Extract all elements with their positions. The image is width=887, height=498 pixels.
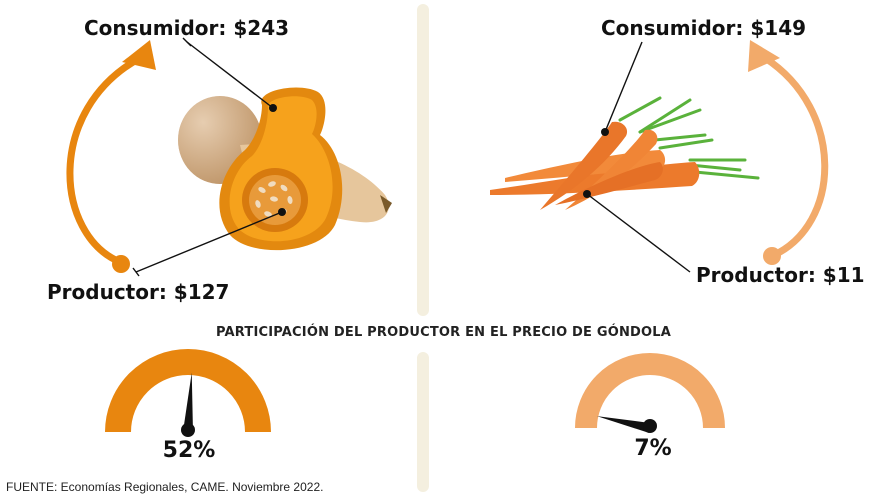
left-producer-price: Productor: $127 bbox=[47, 280, 230, 304]
gauge-arc bbox=[575, 353, 725, 429]
right-producer-dot bbox=[763, 247, 781, 265]
right-arrowhead bbox=[748, 40, 780, 72]
gauge-value-carrot: 7% bbox=[634, 436, 672, 461]
gauge-producer-share-squash bbox=[105, 349, 271, 437]
right-consumer-leader bbox=[604, 41, 643, 133]
right-price-arrow bbox=[761, 54, 829, 260]
top-divider bbox=[417, 4, 429, 316]
carrot-icon bbox=[490, 96, 760, 210]
left-price-arrow bbox=[66, 54, 144, 266]
left-consumer-leader bbox=[186, 41, 274, 109]
bottom-divider bbox=[417, 352, 429, 492]
left-consumer-price: Consumidor: $243 bbox=[84, 16, 290, 40]
right-consumer-price: Consumidor: $149 bbox=[601, 16, 807, 40]
gauge-needle bbox=[596, 416, 652, 433]
left-arrowhead bbox=[122, 40, 156, 70]
left-producer-leader bbox=[135, 211, 283, 273]
section-heading: PARTICIPACIÓN DEL PRODUCTOR EN EL PRECIO… bbox=[215, 325, 672, 340]
gauge-arc bbox=[105, 349, 271, 433]
right-producer-price: Productor: $11 bbox=[696, 263, 865, 287]
right-producer-leader bbox=[586, 193, 691, 273]
left-producer-dot bbox=[112, 255, 130, 273]
source-note: FUENTE: Economías Regionales, CAME. Novi… bbox=[6, 480, 324, 494]
gauge-hub bbox=[181, 423, 195, 437]
gauge-needle bbox=[183, 372, 193, 433]
gauge-value-squash: 52% bbox=[162, 438, 216, 463]
gauge-hub bbox=[643, 419, 657, 433]
gauge-producer-share-carrot bbox=[575, 353, 725, 433]
squash-icon bbox=[178, 87, 392, 251]
